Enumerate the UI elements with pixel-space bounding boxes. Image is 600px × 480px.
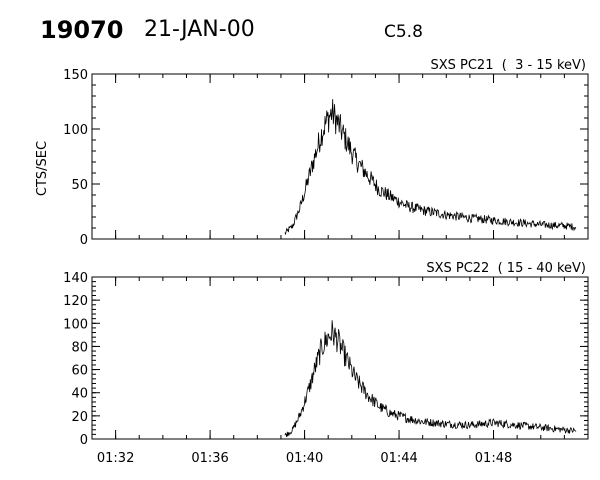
y-tick-label-2: 100 [63,317,88,332]
y-tick-label-1: 50 [71,178,88,193]
y-tick-label-1: 0 [80,233,88,248]
flare-class: C5.8 [384,22,423,42]
y-tick-label-2: 40 [71,387,88,402]
y-tick-label-2: 60 [71,364,88,379]
x-tick-label: 01:36 [191,451,228,466]
y-tick-label-2: 140 [63,271,88,286]
event-id: 19070 [40,16,124,44]
x-tick-label: 01:44 [380,451,417,466]
y-tick-label-1: 100 [63,123,88,138]
plot-frame-1 [91,73,589,240]
lightcurve-trace-2 [284,320,577,438]
y-tick-label-2: 0 [80,433,88,448]
event-date: 21-JAN-00 [144,17,255,42]
panel-title-1: SXS PC21 ( 3 - 15 keV) [430,58,586,73]
y-tick-label-2: 80 [71,340,88,355]
y-tick-label-2: 120 [63,294,88,309]
y-axis-label: CTS/SEC [35,141,50,196]
lightcurve-trace-1 [284,99,577,236]
x-tick-label: 01:32 [97,451,134,466]
plot-frame-2 [91,276,589,440]
y-tick-label-2: 20 [71,410,88,425]
x-tick-label: 01:40 [286,451,323,466]
panel-title-2: SXS PC22 ( 15 - 40 keV) [426,261,586,276]
y-tick-label-1: 150 [63,68,88,83]
x-tick-label: 01:48 [475,451,512,466]
